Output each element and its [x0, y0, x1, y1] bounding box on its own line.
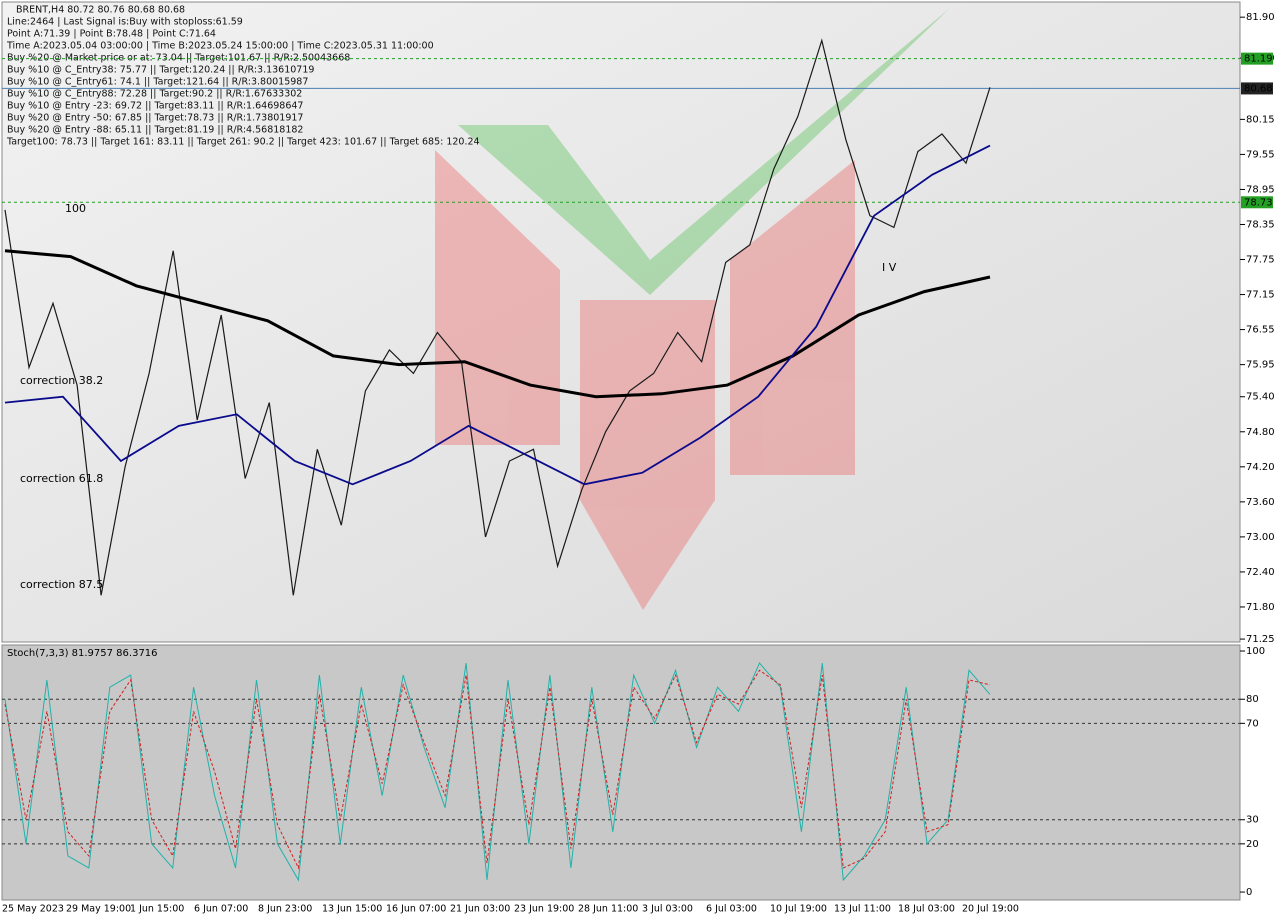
y-tick-label: 75.40	[1246, 392, 1275, 403]
y-tick-label: 74.80	[1246, 427, 1275, 438]
x-tick-label: 6 Jul 03:00	[706, 904, 757, 915]
y-tick-label: 76.55	[1246, 325, 1275, 336]
x-tick-label: 10 Jul 19:00	[770, 904, 827, 915]
y-tick-label: 77.15	[1246, 290, 1275, 301]
price-panel	[1, 1, 1241, 643]
info-line: Buy %20 @ Entry -50: 67.85 || Target:78.…	[7, 113, 303, 124]
annotation: I V	[882, 261, 897, 274]
annotation: correction 87.5	[20, 578, 103, 591]
y-tick-label: 71.80	[1246, 602, 1275, 613]
x-tick-label: 29 May 19:00	[66, 904, 131, 915]
info-line: Buy %20 @ Market price or at: 73.04 || T…	[7, 53, 350, 64]
series-line	[4, 669, 991, 870]
series-line	[4, 144, 991, 486]
y-tick-label: 73.00	[1246, 532, 1275, 543]
info-line: Target100: 78.73 || Target 161: 83.11 ||…	[6, 137, 480, 148]
info-line: Line:2464 | Last Signal is:Buy with stop…	[7, 17, 243, 28]
price-label-box	[1241, 52, 1273, 65]
price-label: 78.73	[1244, 197, 1273, 208]
x-tick-label: 16 Jun 07:00	[386, 904, 446, 915]
y-tick-label: 73.60	[1246, 497, 1275, 508]
annotation: correction 61.8	[20, 472, 103, 485]
info-line: Buy %10 @ Entry -23: 69.72 || Target:83.…	[7, 101, 303, 112]
x-tick-label: 21 Jun 03:00	[450, 904, 510, 915]
x-tick-label: 13 Jun 15:00	[322, 904, 382, 915]
y-tick-label: 79.55	[1246, 149, 1275, 160]
x-tick-label: 25 May 2023	[2, 904, 64, 915]
symbol-line: BRENT,H4 80.72 80.76 80.68 80.68	[16, 5, 185, 16]
price-label: 81.19	[1244, 54, 1273, 65]
price-label-box	[1241, 82, 1273, 95]
y-tick-label: 75.95	[1246, 360, 1275, 371]
price-label-box	[1241, 196, 1273, 209]
x-tick-label: 8 Jun 23:00	[258, 904, 312, 915]
indicator-title: Stoch(7,3,3) 81.9757 86.3716	[7, 648, 158, 659]
x-tick-label: 6 Jun 07:00	[194, 904, 248, 915]
y-tick-label: 74.20	[1246, 462, 1275, 473]
y-tick-label: 80.15	[1246, 114, 1275, 125]
y-tick-label: 20	[1246, 839, 1259, 850]
info-line: Point A:71.39 | Point B:78.48 | Point C:…	[7, 29, 216, 40]
y-tick-label: 80	[1246, 694, 1259, 705]
y-tick-label: 78.35	[1246, 219, 1275, 230]
info-line: Buy %10 @ C_Entry61: 74.1 || Target:121.…	[7, 77, 308, 88]
annotation: 100	[65, 202, 86, 215]
price-label: 80.68	[1244, 83, 1273, 94]
x-tick-label: 23 Jun 19:00	[514, 904, 574, 915]
info-line: Time A:2023.05.04 03:00:00 | Time B:2023…	[6, 41, 434, 52]
info-line: Buy %10 @ C_Entry38: 75.77 || Target:120…	[7, 65, 314, 76]
y-tick-label: 71.25	[1246, 634, 1275, 645]
x-tick-label: 28 Jun 11:00	[578, 904, 638, 915]
y-tick-label: 30	[1246, 815, 1259, 826]
y-tick-label: 72.40	[1246, 567, 1275, 578]
y-tick-label: 78.95	[1246, 184, 1275, 195]
x-tick-label: 3 Jul 03:00	[642, 904, 693, 915]
y-tick-label: 81.90	[1246, 12, 1275, 23]
watermark-logo	[435, 8, 950, 610]
y-tick-label: 70	[1246, 718, 1259, 729]
series-line	[4, 38, 991, 596]
y-tick-label: 0	[1246, 887, 1252, 898]
annotation: correction 38.2	[20, 374, 103, 387]
series-line	[4, 249, 991, 399]
x-tick-label: 13 Jul 11:00	[834, 904, 891, 915]
x-tick-label: 20 Jul 19:00	[962, 904, 1019, 915]
info-line: Buy %20 @ Entry -88: 65.11 || Target:81.…	[7, 125, 303, 136]
x-tick-label: 1 Jun 15:00	[130, 904, 184, 915]
x-tick-label: 18 Jul 03:00	[898, 904, 955, 915]
info-line: Buy %10 @ C_Entry88: 72.28 || Target:90.…	[7, 89, 302, 100]
y-tick-label: 77.75	[1246, 255, 1275, 266]
y-tick-label: 100	[1246, 646, 1265, 657]
